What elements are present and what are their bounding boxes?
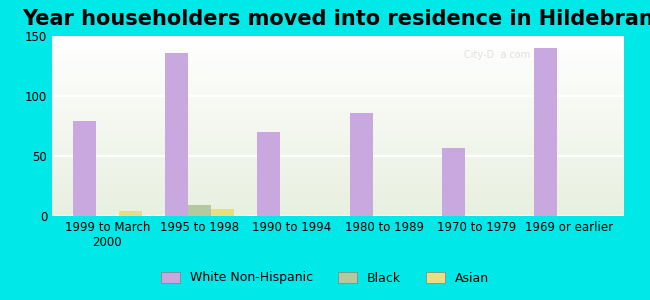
Bar (73, 121, 96, 216)
Text: City-D  a.com: City-D a.com (464, 50, 530, 60)
Bar (188, 205, 211, 216)
Bar (257, 132, 280, 216)
Title: Year householders moved into residence in Hildebran: Year householders moved into residence i… (22, 9, 650, 29)
Bar (442, 148, 465, 216)
Legend: White Non-Hispanic, Black, Asian: White Non-Hispanic, Black, Asian (155, 265, 495, 291)
Bar (350, 113, 372, 216)
Bar (119, 211, 142, 216)
Bar (534, 48, 557, 216)
Bar (165, 53, 188, 216)
Bar (211, 209, 234, 216)
